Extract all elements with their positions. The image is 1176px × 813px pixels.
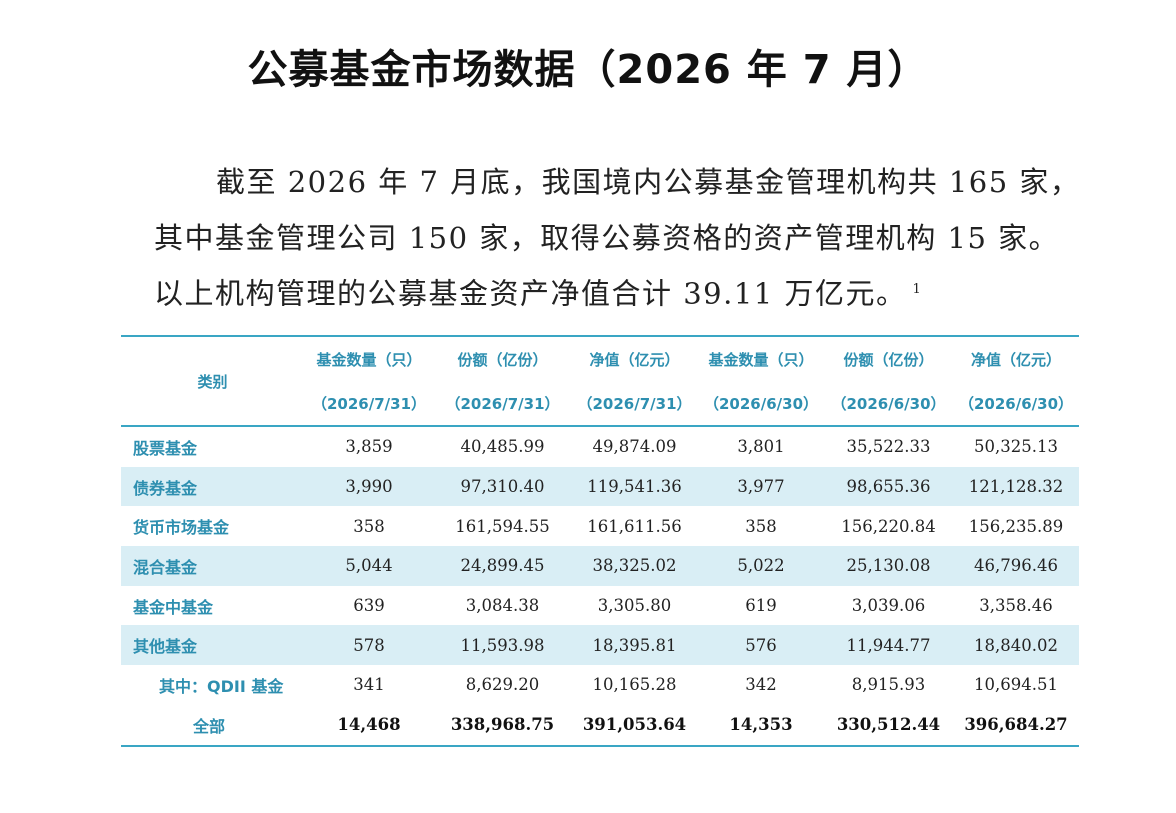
table-cell: 156,220.84 (841, 516, 936, 536)
table-cell: 49,874.09 (592, 437, 677, 457)
table-cell: 121,128.32 (953, 466, 1079, 507)
table-cell: 396,684.27 (964, 715, 1068, 735)
table-cell: 18,840.02 (953, 625, 1079, 666)
table-row: 债券基金 3,990 97,310.40 119,541.36 3,977 98… (121, 466, 1079, 507)
row-label: 全部 (193, 716, 226, 736)
table-cell: 46,796.46 (953, 546, 1079, 586)
table-cell: 8,915.93 (851, 675, 926, 695)
table-cell: 391,053.64 (582, 715, 687, 735)
table-cell: 119,541.36 (571, 466, 698, 507)
table-cell: 358 (353, 516, 385, 536)
table-row: 其他基金 578 11,593.98 18,395.81 576 11,944.… (121, 625, 1079, 666)
table-top-rule (121, 335, 1079, 337)
row-label: 基金中基金 (133, 597, 214, 617)
col-date-nav-jul: （2026/7/31） (571, 381, 698, 427)
col-header-shares-jul: 份额（亿份） (457, 350, 548, 369)
table-cell: 35,522.33 (846, 437, 931, 457)
col-date-shares-jul: （2026/7/31） (434, 381, 571, 427)
table-cell: 98,655.36 (824, 466, 953, 507)
table-cell: 358 (745, 516, 777, 536)
table-row: 货币市场基金 358 161,594.55 161,611.56 358 156… (121, 506, 1079, 546)
col-date-nav-jun: （2026/6/30） (953, 381, 1079, 427)
col-date-count-jun: （2026/6/30） (698, 381, 824, 427)
table-cell: 10,694.51 (974, 675, 1058, 695)
table-cell: 24,899.45 (434, 546, 571, 586)
row-label: 股票基金 (133, 438, 198, 458)
table-cell: 11,593.98 (434, 625, 571, 666)
table-bottom-rule (121, 744, 1079, 747)
table-cell: 25,130.08 (824, 546, 953, 586)
table-row: 其中：QDII 基金 341 8,629.20 10,165.28 342 8,… (121, 665, 1079, 705)
table-cell: 341 (353, 675, 385, 695)
paragraph-line-2: 其中基金管理公司 150 家，取得公募资格的资产管理机构 15 家。 (154, 221, 1060, 255)
table-cell: 619 (745, 596, 777, 616)
col-header-shares-jun: 份额（亿份） (843, 350, 934, 369)
row-label: 混合基金 (121, 546, 304, 586)
col-header-nav-jun: 净值（亿元） (970, 350, 1061, 369)
table-cell: 3,859 (345, 437, 393, 457)
row-label: 其中：QDII 基金 (159, 676, 284, 696)
table-row: 混合基金 5,044 24,899.45 38,325.02 5,022 25,… (121, 546, 1079, 586)
row-label: 其他基金 (121, 625, 304, 666)
col-date-shares-jun: （2026/6/30） (824, 381, 953, 427)
table-row: 股票基金 3,859 40,485.99 49,874.09 3,801 35,… (121, 426, 1079, 467)
row-label: 货币市场基金 (133, 518, 230, 538)
row-label: 债券基金 (121, 466, 304, 507)
table-cell: 97,310.40 (434, 466, 571, 507)
paragraph-line-3: 以上机构管理的公募基金资产净值合计 39.11 万亿元。 1 (154, 270, 921, 314)
table-cell: 330,512.44 (836, 715, 941, 735)
table-cell: 639 (353, 596, 385, 616)
table-cell: 38,325.02 (571, 546, 698, 586)
table-cell: 576 (698, 625, 824, 666)
table-total-row: 全部 14,468 338,968.75 391,053.64 14,353 3… (121, 705, 1079, 745)
table-cell: 161,611.56 (587, 516, 682, 536)
col-header-nav-jul: 净值（亿元） (589, 350, 680, 369)
page-title: 公募基金市场数据（2026 年 7 月） (247, 47, 929, 93)
table-cell: 156,235.89 (968, 516, 1064, 536)
table-cell: 40,485.99 (460, 437, 545, 457)
table-cell: 8,629.20 (465, 675, 540, 695)
table-cell: 14,353 (729, 715, 793, 735)
table-cell: 3,990 (304, 466, 434, 507)
table-cell: 5,044 (304, 546, 434, 586)
table-cell: 342 (745, 675, 777, 695)
table-row: 基金中基金 639 3,084.38 3,305.80 619 3,039.06… (121, 586, 1079, 626)
table-cell: 3,977 (698, 466, 824, 507)
table-cell: 3,801 (737, 437, 785, 457)
category-header: 类别 (121, 337, 304, 427)
paragraph-line-3-text: 以上机构管理的公募基金资产净值合计 39.11 万亿元。 (154, 276, 907, 311)
table-cell: 11,944.77 (824, 625, 953, 666)
table-cell: 161,594.55 (455, 516, 550, 536)
table-cell: 10,165.28 (592, 675, 677, 695)
table-cell: 3,305.80 (597, 596, 672, 616)
col-header-count-jun: 基金数量（只） (708, 350, 814, 369)
table-cell: 338,968.75 (450, 715, 555, 735)
table-cell: 578 (304, 625, 434, 666)
col-header-count-jul: 基金数量（只） (316, 350, 422, 369)
table-cell: 3,084.38 (465, 596, 540, 616)
fund-data-table: 类别 基金数量（只） 份额（亿份） 净值（亿元） 基金数量（只） 份额（亿份） … (121, 335, 1079, 747)
table-cell: 3,039.06 (851, 596, 926, 616)
table-cell: 3,358.46 (979, 596, 1053, 616)
paragraph-line-1: 截至 2026 年 7 月底，我国境内公募基金管理机构共 165 家， (216, 165, 1081, 199)
footnote-marker[interactable]: 1 (912, 282, 921, 297)
table-cell: 5,022 (698, 546, 824, 586)
table-cell: 14,468 (337, 715, 401, 735)
table-cell: 50,325.13 (974, 437, 1058, 457)
col-date-count-jul: （2026/7/31） (304, 381, 434, 427)
table-cell: 18,395.81 (571, 625, 698, 666)
